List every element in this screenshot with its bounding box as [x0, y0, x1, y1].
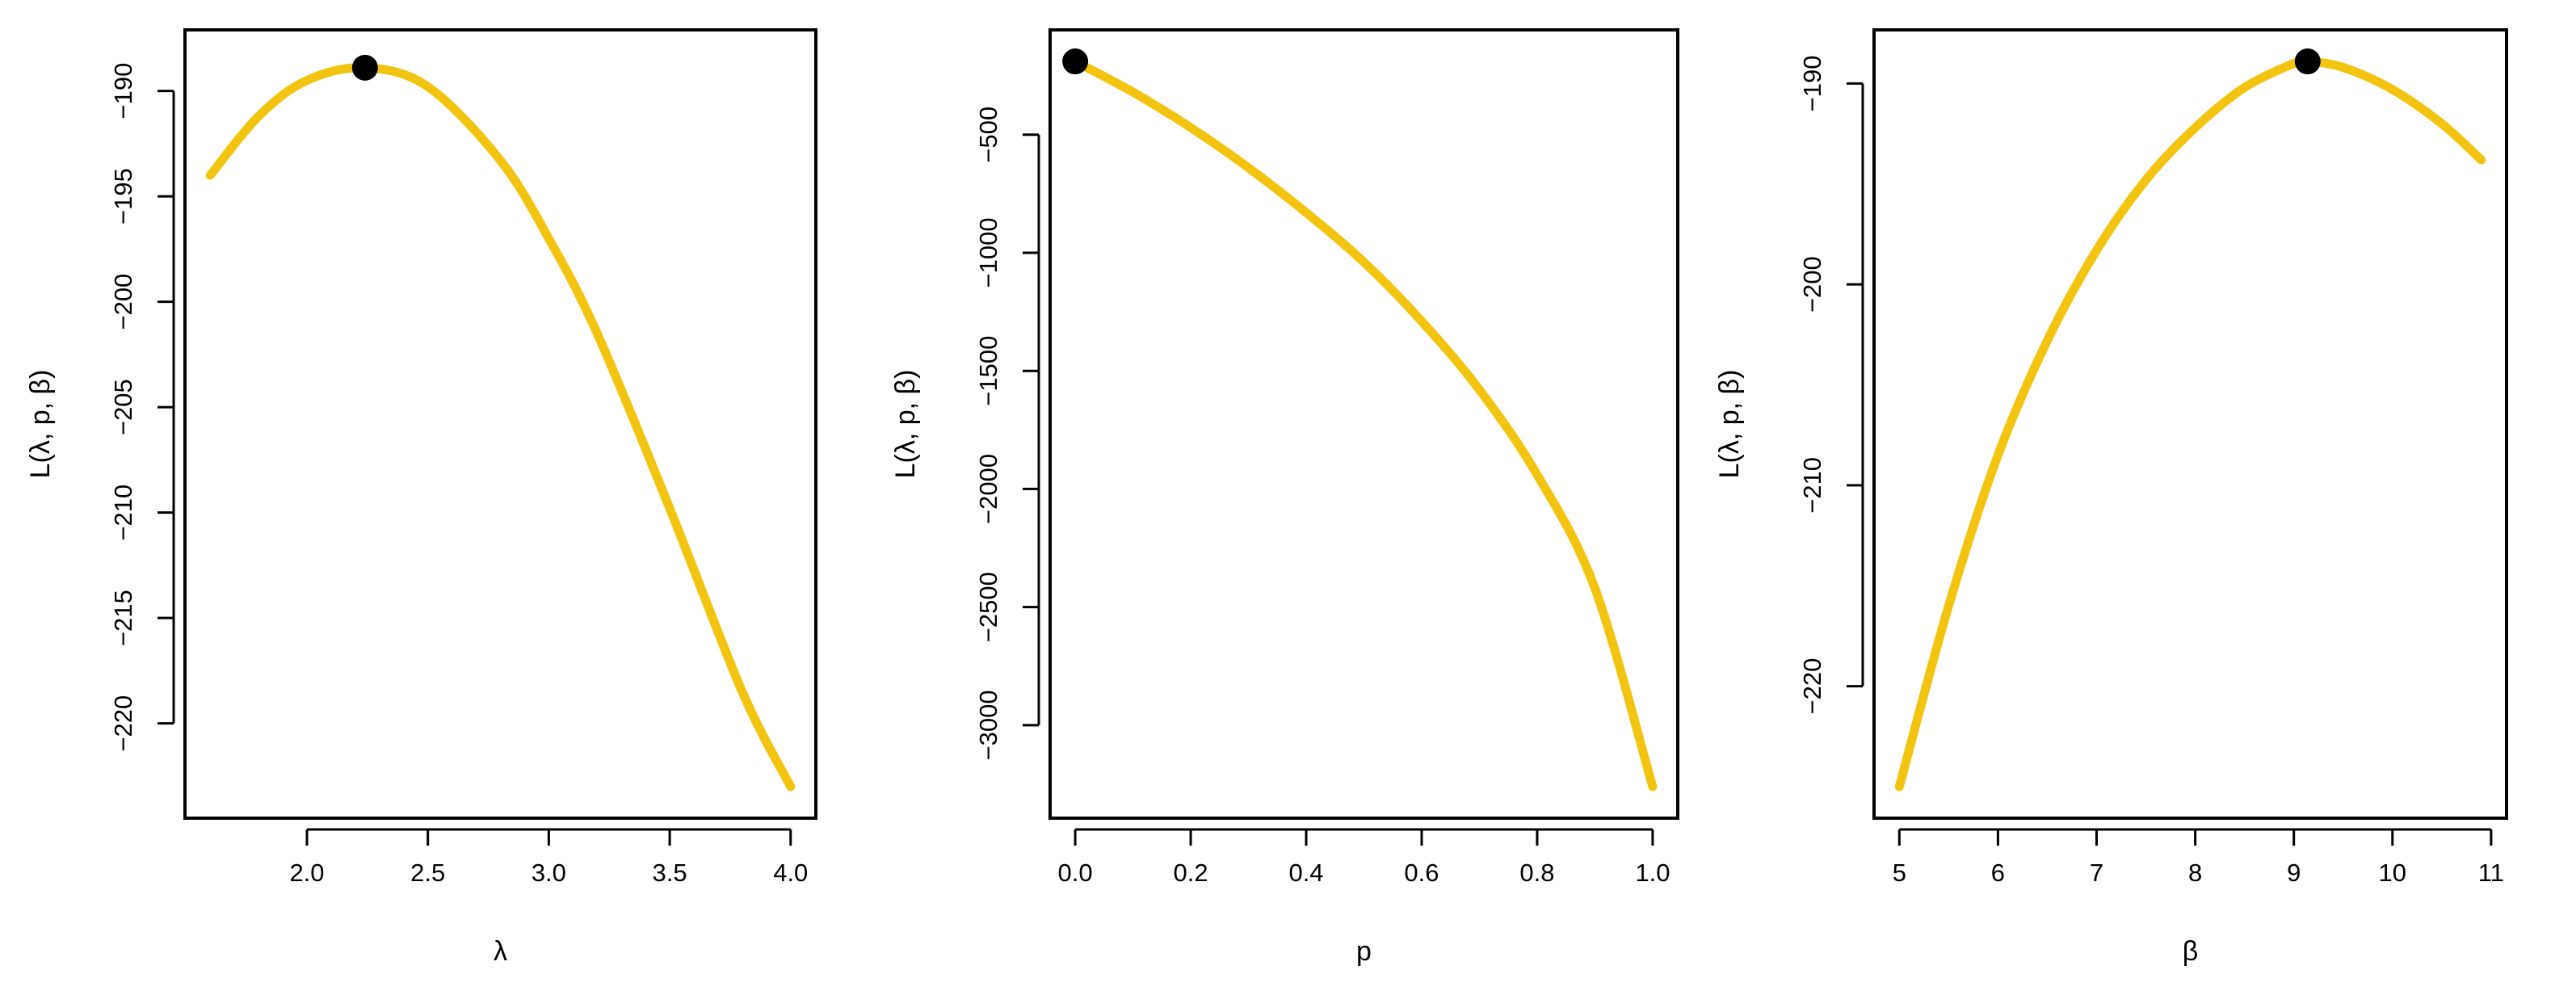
x-tick-label: 1.0	[1635, 859, 1670, 887]
chart-panel-3: 5 6 7 8 9 10 11 −190 −200 −210 −220 β L(λ, p, β)	[1714, 28, 2508, 967]
plot-frame	[1872, 28, 2508, 820]
y-tick-label: −210	[1798, 457, 1826, 514]
x-tick-label: 3.0	[532, 859, 566, 887]
likelihood-curve	[205, 63, 796, 792]
x-tick-label: 10	[2379, 859, 2406, 887]
x-axis-title: β	[2183, 936, 2199, 967]
y-tick-label: −190	[109, 63, 137, 120]
x-tick-label: 3.5	[653, 859, 687, 887]
x-axis-title: λ	[494, 936, 507, 967]
x-tick-label: 9	[2287, 859, 2301, 887]
y-tick-label: −500	[974, 107, 1002, 163]
x-tick-label: 5	[1893, 859, 1906, 887]
x-tick-label: 0.8	[1519, 859, 1554, 887]
x-tick-label: 0.2	[1173, 859, 1208, 887]
y-tick-label: −220	[109, 695, 137, 752]
y-tick-label: −200	[109, 274, 137, 330]
x-tick-label: 0.0	[1058, 859, 1093, 887]
y-axis-title: L(λ, p, β)	[890, 370, 921, 479]
x-tick-label: 0.4	[1288, 859, 1323, 887]
y-tick-label: −200	[1798, 256, 1826, 313]
x-tick-label: 2.0	[289, 859, 324, 887]
x-tick-label: 2.5	[410, 859, 445, 887]
likelihood-curve	[1894, 56, 2486, 792]
maximum-point	[351, 54, 378, 81]
plot-frame	[1048, 28, 1679, 820]
x-tick-label: 8	[2188, 859, 2202, 887]
y-tick-label: −215	[109, 590, 137, 646]
y-tick-label: −195	[109, 168, 137, 225]
y-tick-label: −1500	[974, 336, 1002, 406]
y-tick-label: −3000	[974, 690, 1002, 760]
maximum-point	[2294, 48, 2321, 75]
x-tick-label: 11	[2478, 859, 2504, 887]
y-tick-label: −1000	[974, 217, 1002, 288]
chart-panel-2: 0.0 0.2 0.4 0.6 0.8 1.0 −500 −1000 −1500 −2000 −25…	[890, 28, 1679, 967]
y-tick-label: −205	[109, 379, 137, 435]
y-tick-label: −210	[109, 485, 137, 541]
y-tick-label: −2000	[974, 454, 1002, 524]
x-axis-title: p	[1356, 936, 1372, 967]
x-tick-label: 6	[1991, 859, 2005, 887]
x-tick-label: 7	[2090, 859, 2103, 887]
plot-frame	[183, 28, 817, 820]
y-tick-label: −2500	[974, 572, 1002, 642]
likelihood-curve	[1070, 57, 1658, 792]
y-tick-label: −220	[1798, 658, 1826, 715]
maximum-point	[1062, 48, 1089, 75]
x-tick-label: 4.0	[773, 859, 808, 887]
y-axis-title: L(λ, p, β)	[25, 370, 56, 479]
y-tick-label: −190	[1798, 55, 1826, 111]
chart-panel-1: 2.0 2.5 3.0 3.5 4.0 −190 −195 −200 −205 −210 −215 −…	[25, 28, 817, 967]
y-axis-title: L(λ, p, β)	[1714, 370, 1745, 479]
x-tick-label: 0.6	[1404, 859, 1439, 887]
